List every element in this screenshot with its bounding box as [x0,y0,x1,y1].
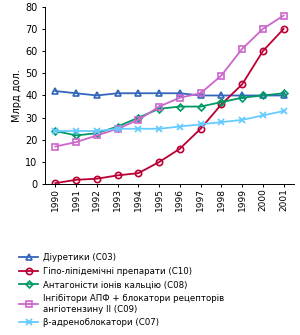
β-адреноблокатори (C07) [178,125,182,129]
β-адреноблокатори (C07) [261,114,265,118]
Line: Інгібітори АПФ + блокатори рецепторів
ангіотензину II (C09): Інгібітори АПФ + блокатори рецепторів ан… [52,12,287,150]
Антагоністи іонів кальцію (C08) [261,93,265,97]
Інгібітори АПФ + блокатори рецепторів
ангіотензину II (C09) [95,133,99,137]
Діуретики (C03) [199,93,202,97]
Антагоністи іонів кальцію (C08) [220,100,223,104]
β-адреноблокатори (C07) [54,129,57,133]
Legend: Діуретики (C03), Гіпо-ліпідемічні препарати (C10), Антагоністи іонів кальцію (C0: Діуретики (C03), Гіпо-ліпідемічні препар… [19,253,224,327]
Гіпо-ліпідемічні препарати (C10) [54,181,57,185]
Антагоністи іонів кальцію (C08) [54,129,57,133]
β-адреноблокатори (C07) [282,109,285,113]
Line: Гіпо-ліпідемічні препарати (C10): Гіпо-ліпідемічні препарати (C10) [52,26,287,186]
Інгібітори АПФ + блокатори рецепторів
ангіотензину II (C09) [136,118,140,122]
Гіпо-ліпідемічні препарати (C10) [220,103,223,107]
Діуретики (C03) [95,93,99,97]
Антагоністи іонів кальцію (C08) [199,105,202,109]
Гіпо-ліпідемічні препарати (C10) [178,147,182,151]
Інгібітори АПФ + блокатори рецепторів
ангіотензину II (C09) [74,140,78,144]
Діуретики (C03) [178,91,182,95]
Діуретики (C03) [116,91,119,95]
Y-axis label: Млрд дол.: Млрд дол. [12,69,22,122]
β-адреноблокатори (C07) [136,127,140,131]
Інгібітори АПФ + блокатори рецепторів
ангіотензину II (C09) [220,73,223,77]
Діуретики (C03) [220,93,223,97]
Гіпо-ліпідемічні препарати (C10) [95,177,99,181]
β-адреноблокатори (C07) [157,127,161,131]
Інгібітори АПФ + блокатори рецепторів
ангіотензину II (C09) [282,13,285,17]
Діуретики (C03) [54,89,57,93]
Інгібітори АПФ + блокатори рецепторів
ангіотензину II (C09) [261,27,265,31]
Діуретики (C03) [240,93,244,97]
Антагоністи іонів кальцію (C08) [74,133,78,137]
Діуретики (C03) [261,93,265,97]
Інгібітори АПФ + блокатори рецепторів
ангіотензину II (C09) [116,127,119,131]
Інгібітори АПФ + блокатори рецепторів
ангіотензину II (C09) [199,91,202,95]
Інгібітори АПФ + блокатори рецепторів
ангіотензину II (C09) [54,144,57,148]
β-адреноблокатори (C07) [116,127,119,131]
Гіпо-ліпідемічні препарати (C10) [116,174,119,178]
Діуретики (C03) [157,91,161,95]
Антагоністи іонів кальцію (C08) [116,125,119,129]
Гіпо-ліпідемічні препарати (C10) [157,160,161,164]
Гіпо-ліпідемічні препарати (C10) [261,49,265,53]
β-адреноблокатори (C07) [95,129,99,133]
Line: Діуретики (C03): Діуретики (C03) [52,88,287,98]
Гіпо-ліпідемічні препарати (C10) [74,178,78,182]
Інгібітори АПФ + блокатори рецепторів
ангіотензину II (C09) [157,105,161,109]
Інгібітори АПФ + блокатори рецепторів
ангіотензину II (C09) [240,47,244,51]
Діуретики (C03) [74,91,78,95]
β-адреноблокатори (C07) [199,122,202,126]
Антагоністи іонів кальцію (C08) [95,131,99,135]
Line: β-адреноблокатори (C07): β-адреноблокатори (C07) [52,108,287,134]
Антагоністи іонів кальцію (C08) [136,116,140,120]
Line: Антагоністи іонів кальцію (C08): Антагоністи іонів кальцію (C08) [53,91,286,138]
Гіпо-ліпідемічні препарати (C10) [136,171,140,175]
β-адреноблокатори (C07) [220,120,223,124]
Гіпо-ліпідемічні препарати (C10) [199,127,202,131]
β-адреноблокатори (C07) [240,118,244,122]
Гіпо-ліпідемічні препарати (C10) [282,27,285,31]
Діуретики (C03) [136,91,140,95]
Антагоністи іонів кальцію (C08) [157,107,161,111]
Діуретики (C03) [282,93,285,97]
Антагоністи іонів кальцію (C08) [282,91,285,95]
Інгібітори АПФ + блокатори рецепторів
ангіотензину II (C09) [178,96,182,100]
β-адреноблокатори (C07) [74,129,78,133]
Антагоністи іонів кальцію (C08) [178,105,182,109]
Антагоністи іонів кальцію (C08) [240,96,244,100]
Гіпо-ліпідемічні препарати (C10) [240,82,244,86]
